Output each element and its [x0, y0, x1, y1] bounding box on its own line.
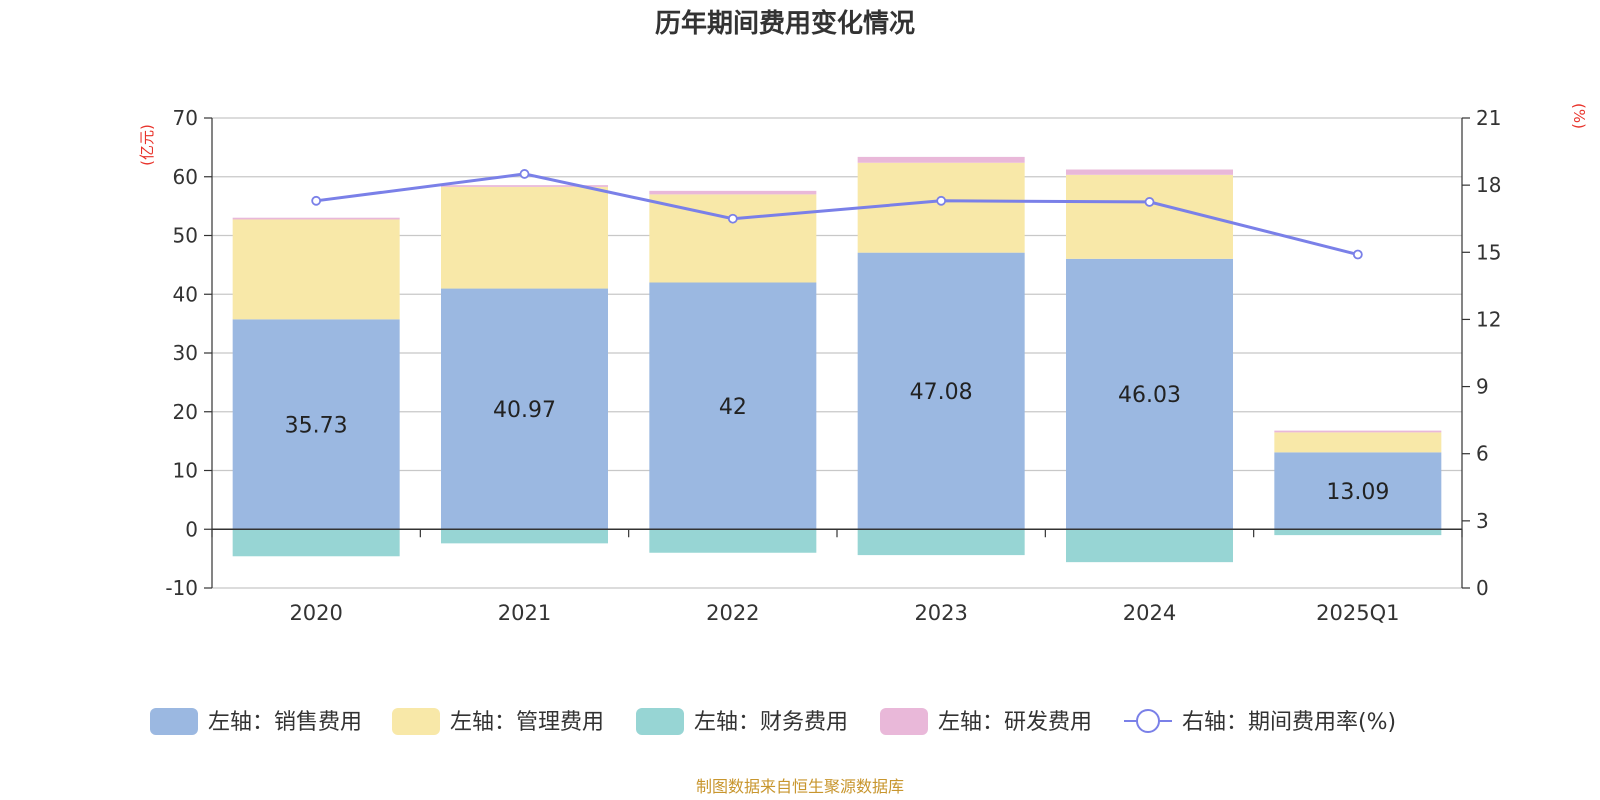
- bar-segment: [232, 529, 400, 557]
- bar-data-label: 47.08: [910, 380, 973, 405]
- bar-segment: [857, 252, 1025, 530]
- legend-item[interactable]: 左轴：销售费用: [150, 708, 362, 735]
- rate-point: [1144, 197, 1155, 207]
- legend-item[interactable]: 左轴：财务费用: [636, 708, 848, 735]
- bar-segment: [649, 194, 817, 283]
- legend-swatch: [880, 708, 928, 735]
- grid-lines: [212, 117, 1462, 589]
- legend-swatch: [392, 708, 440, 735]
- right-tick-label: 15: [1476, 240, 1501, 264]
- bar-segment: [649, 529, 817, 553]
- bar-segment: [857, 529, 1025, 556]
- right-tick-label: 12: [1476, 307, 1501, 331]
- source-note: 制图数据来自恒生聚源数据库: [696, 777, 904, 796]
- legend-swatch: [636, 708, 684, 735]
- bar-segment: [1274, 430, 1442, 433]
- right-tick-label: 3: [1476, 509, 1489, 533]
- bar-segment: [441, 186, 608, 289]
- bar-data-label: 42: [719, 395, 747, 420]
- legend-item[interactable]: 右轴：期间费用率(%): [1124, 709, 1396, 735]
- left-axis-unit: (亿元): [138, 124, 156, 166]
- left-tick-label: 0: [185, 517, 198, 541]
- x-tick-label: 2020: [289, 601, 342, 625]
- left-tick-label: 20: [173, 400, 198, 424]
- right-axis-unit: (%): [1570, 103, 1588, 129]
- x-tick-label: 2022: [706, 601, 759, 625]
- left-tick-label: 60: [173, 165, 198, 189]
- bar-segment: [441, 288, 608, 530]
- bar-segment: [649, 190, 817, 195]
- rate-point: [519, 169, 530, 179]
- bar-data-label: 40.97: [493, 398, 556, 423]
- bar-segment: [441, 529, 608, 544]
- left-tick-label: 70: [173, 106, 198, 130]
- x-tick-label: 2021: [498, 601, 551, 625]
- data-labels: 35.73 40.97 42 47.08 46.03 13.09: [285, 380, 1390, 505]
- left-tick-label: 30: [173, 341, 198, 365]
- right-tick-label: 9: [1476, 375, 1489, 399]
- bar-data-label: 46.03: [1118, 383, 1181, 408]
- bar-segment: [441, 185, 608, 187]
- bar-segment: [857, 156, 1025, 163]
- left-tick-label: 50: [173, 224, 198, 248]
- legend-label: 左轴：财务费用: [694, 710, 848, 735]
- legend[interactable]: 左轴：销售费用 左轴：管理费用 左轴：财务费用 左轴：研发费用 右轴：期间费用率(%): [150, 708, 1396, 735]
- rate-point: [311, 195, 322, 206]
- left-tick-label: -10: [165, 576, 198, 600]
- bar-segment: [232, 217, 400, 220]
- right-tick-label: 6: [1476, 442, 1489, 466]
- legend-label: 左轴：研发费用: [938, 710, 1092, 735]
- bar-segment: [649, 282, 817, 530]
- bar-segment: [1066, 169, 1233, 175]
- rate-point: [936, 195, 947, 206]
- left-tick-label: 10: [173, 459, 198, 483]
- rate-line: [311, 169, 1363, 260]
- bar-segment: [232, 219, 400, 320]
- rate-point: [1352, 249, 1363, 260]
- bar-segment: [1066, 529, 1233, 563]
- left-tick-label: 40: [173, 282, 198, 306]
- bar-segment: [857, 162, 1025, 253]
- legend-item[interactable]: 左轴：研发费用: [880, 708, 1092, 735]
- bar-data-label: 13.09: [1326, 480, 1389, 505]
- bars: [232, 156, 1442, 563]
- right-tick-label: 18: [1476, 173, 1501, 197]
- bar-data-label: 35.73: [285, 413, 348, 438]
- bar-segment: [1274, 432, 1442, 453]
- legend-marker: [1136, 709, 1160, 733]
- right-tick-label: 0: [1476, 576, 1489, 600]
- right-tick-label: 21: [1476, 106, 1501, 130]
- legend-label: 右轴：期间费用率(%): [1182, 710, 1396, 735]
- chart-title: 历年期间费用变化情况: [655, 8, 915, 39]
- bar-segment: [1066, 258, 1233, 530]
- x-tick-label: 2024: [1123, 601, 1176, 625]
- bar-segment: [1274, 529, 1442, 536]
- x-tick-label: 2023: [914, 601, 967, 625]
- rate-point: [727, 213, 738, 224]
- legend-label: 左轴：管理费用: [450, 710, 604, 735]
- legend-swatch: [150, 708, 198, 735]
- bar-segment: [232, 319, 400, 530]
- legend-item[interactable]: 左轴：管理费用: [392, 708, 604, 735]
- bar-segment: [1274, 452, 1442, 530]
- x-tick-label: 2025Q1: [1316, 601, 1399, 625]
- axes: -10 0 10 20 30 40 50 60 70 0 3 6 9 12 15 18 21 2020 2021 20…: [165, 106, 1501, 625]
- rate-line-path: [315, 172, 1359, 256]
- legend-label: 左轴：销售费用: [208, 710, 362, 735]
